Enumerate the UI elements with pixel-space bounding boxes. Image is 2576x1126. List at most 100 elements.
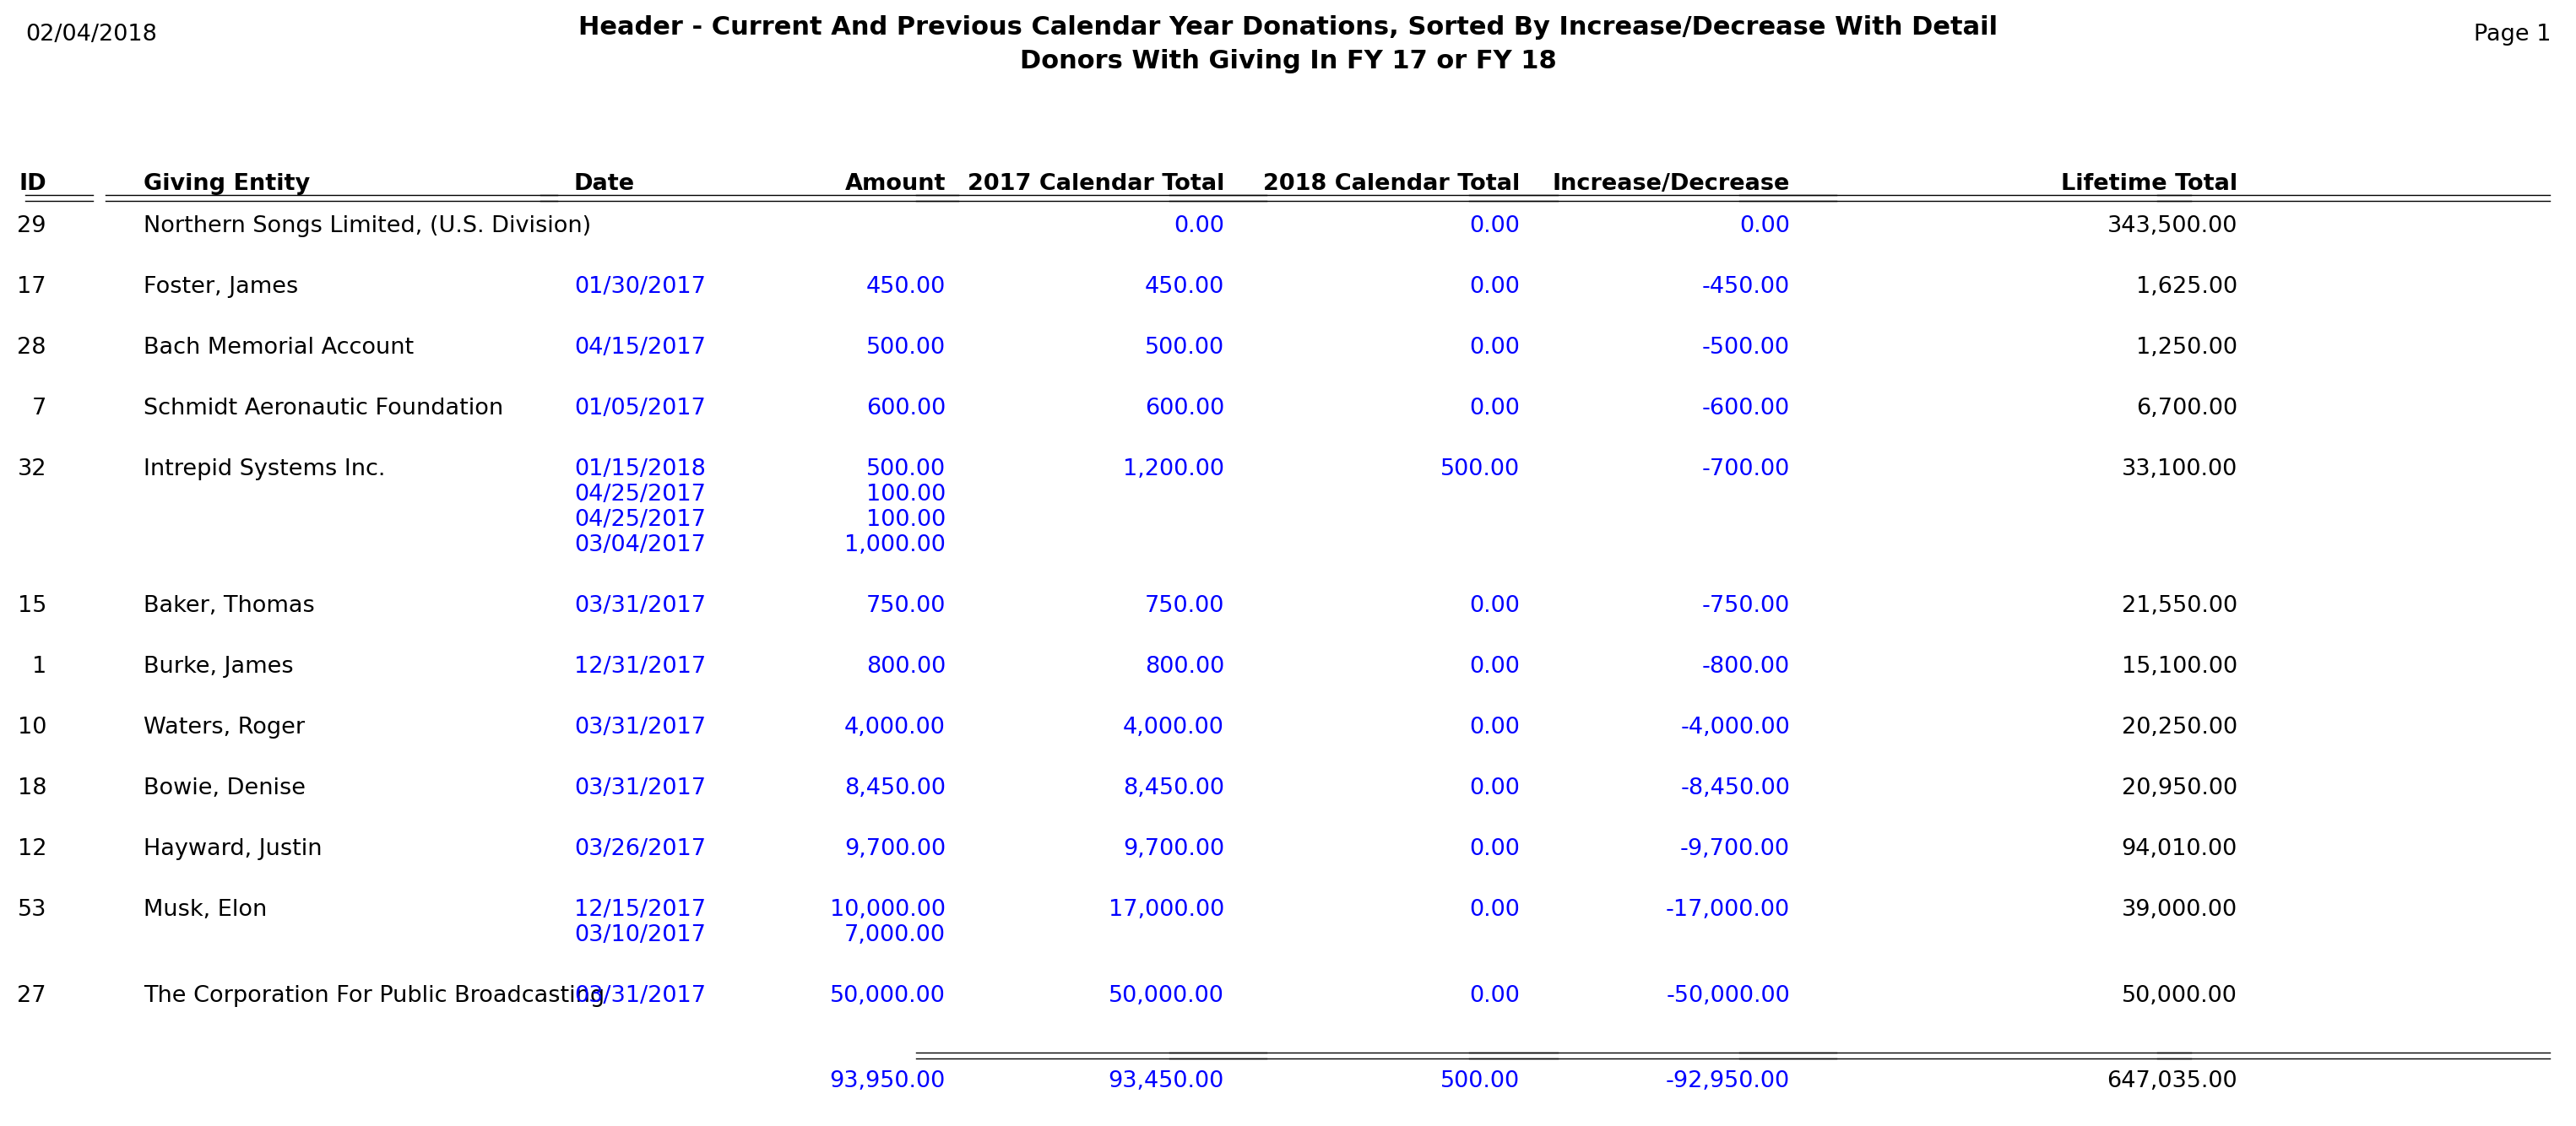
Text: 0.00: 0.00 [1468,985,1520,1007]
Text: 12/15/2017: 12/15/2017 [574,899,706,921]
Text: 39,000.00: 39,000.00 [2123,899,2239,921]
Text: 20,250.00: 20,250.00 [2123,716,2239,739]
Text: 15: 15 [18,595,46,617]
Text: 0.00: 0.00 [1468,397,1520,420]
Text: 9,700.00: 9,700.00 [1123,838,1224,860]
Text: 28: 28 [18,337,46,359]
Text: Baker, Thomas: Baker, Thomas [144,595,314,617]
Text: 750.00: 750.00 [866,595,945,617]
Text: 0.00: 0.00 [1468,595,1520,617]
Text: 03/10/2017: 03/10/2017 [574,924,706,946]
Text: Bowie, Denise: Bowie, Denise [144,777,307,799]
Text: 0.00: 0.00 [1739,215,1790,238]
Text: Bach Memorial Account: Bach Memorial Account [144,337,415,359]
Text: 50,000.00: 50,000.00 [2123,985,2239,1007]
Text: 0.00: 0.00 [1468,777,1520,799]
Text: -800.00: -800.00 [1703,655,1790,678]
Text: -750.00: -750.00 [1703,595,1790,617]
Text: -9,700.00: -9,700.00 [1680,838,1790,860]
Text: Date: Date [574,173,636,195]
Text: Intrepid Systems Inc.: Intrepid Systems Inc. [144,458,386,481]
Text: 50,000.00: 50,000.00 [1108,985,1224,1007]
Text: 0.00: 0.00 [1468,899,1520,921]
Text: 1,000.00: 1,000.00 [845,535,945,556]
Text: 500.00: 500.00 [1440,1071,1520,1092]
Text: 8,450.00: 8,450.00 [1123,777,1224,799]
Text: Giving Entity: Giving Entity [144,173,309,195]
Text: 17: 17 [18,276,46,298]
Text: 03/31/2017: 03/31/2017 [574,985,706,1007]
Text: 343,500.00: 343,500.00 [2107,215,2239,238]
Text: The Corporation For Public Broadcasting: The Corporation For Public Broadcasting [144,985,605,1007]
Text: 04/25/2017: 04/25/2017 [574,509,706,531]
Text: 500.00: 500.00 [866,337,945,359]
Text: ID: ID [18,173,46,195]
Text: 7: 7 [31,397,46,420]
Text: 93,450.00: 93,450.00 [1108,1071,1224,1092]
Text: 27: 27 [18,985,46,1007]
Text: 0.00: 0.00 [1468,276,1520,298]
Text: 4,000.00: 4,000.00 [1123,716,1224,739]
Text: 0.00: 0.00 [1468,716,1520,739]
Text: -4,000.00: -4,000.00 [1680,716,1790,739]
Text: 750.00: 750.00 [1144,595,1224,617]
Text: 450.00: 450.00 [1144,276,1224,298]
Text: Waters, Roger: Waters, Roger [144,716,304,739]
Text: 17,000.00: 17,000.00 [1108,899,1224,921]
Text: Musk, Elon: Musk, Elon [144,899,268,921]
Text: 29: 29 [18,215,46,238]
Text: 33,100.00: 33,100.00 [2123,458,2239,481]
Text: 800.00: 800.00 [866,655,945,678]
Text: 4,000.00: 4,000.00 [845,716,945,739]
Text: 01/05/2017: 01/05/2017 [574,397,706,420]
Text: 600.00: 600.00 [866,397,945,420]
Text: 03/31/2017: 03/31/2017 [574,777,706,799]
Text: 7,000.00: 7,000.00 [845,924,945,946]
Text: 03/26/2017: 03/26/2017 [574,838,706,860]
Text: 1,625.00: 1,625.00 [2136,276,2239,298]
Text: 53: 53 [18,899,46,921]
Text: 10: 10 [18,716,46,739]
Text: 1: 1 [31,655,46,678]
Text: 20,950.00: 20,950.00 [2123,777,2239,799]
Text: 04/15/2017: 04/15/2017 [574,337,706,359]
Text: Amount: Amount [845,173,945,195]
Text: Increase/Decrease: Increase/Decrease [1553,173,1790,195]
Text: 32: 32 [18,458,46,481]
Text: -600.00: -600.00 [1703,397,1790,420]
Text: 0.00: 0.00 [1468,655,1520,678]
Text: 15,100.00: 15,100.00 [2123,655,2239,678]
Text: -17,000.00: -17,000.00 [1667,899,1790,921]
Text: 02/04/2018: 02/04/2018 [26,24,157,45]
Text: Hayward, Justin: Hayward, Justin [144,838,322,860]
Text: -450.00: -450.00 [1703,276,1790,298]
Text: 1,200.00: 1,200.00 [1123,458,1224,481]
Text: 647,035.00: 647,035.00 [2107,1071,2239,1092]
Text: 600.00: 600.00 [1144,397,1224,420]
Text: Foster, James: Foster, James [144,276,299,298]
Text: 1,250.00: 1,250.00 [2136,337,2239,359]
Text: 21,550.00: 21,550.00 [2123,595,2239,617]
Text: 50,000.00: 50,000.00 [829,985,945,1007]
Text: 8,450.00: 8,450.00 [845,777,945,799]
Text: -92,950.00: -92,950.00 [1667,1071,1790,1092]
Text: Lifetime Total: Lifetime Total [2061,173,2239,195]
Text: 100.00: 100.00 [866,484,945,506]
Text: 12: 12 [18,838,46,860]
Text: 500.00: 500.00 [1144,337,1224,359]
Text: 500.00: 500.00 [1440,458,1520,481]
Text: 500.00: 500.00 [866,458,945,481]
Text: Page 1: Page 1 [2473,24,2550,45]
Text: 94,010.00: 94,010.00 [2123,838,2239,860]
Text: 6,700.00: 6,700.00 [2136,397,2239,420]
Text: 800.00: 800.00 [1144,655,1224,678]
Text: 0.00: 0.00 [1468,838,1520,860]
Text: -8,450.00: -8,450.00 [1680,777,1790,799]
Text: Header - Current And Previous Calendar Year Donations, Sorted By Increase/Decrea: Header - Current And Previous Calendar Y… [577,15,1999,39]
Text: 01/30/2017: 01/30/2017 [574,276,706,298]
Text: 0.00: 0.00 [1468,215,1520,238]
Text: 04/25/2017: 04/25/2017 [574,484,706,506]
Text: Northern Songs Limited, (U.S. Division): Northern Songs Limited, (U.S. Division) [144,215,590,238]
Text: 0.00: 0.00 [1468,337,1520,359]
Text: 93,950.00: 93,950.00 [829,1071,945,1092]
